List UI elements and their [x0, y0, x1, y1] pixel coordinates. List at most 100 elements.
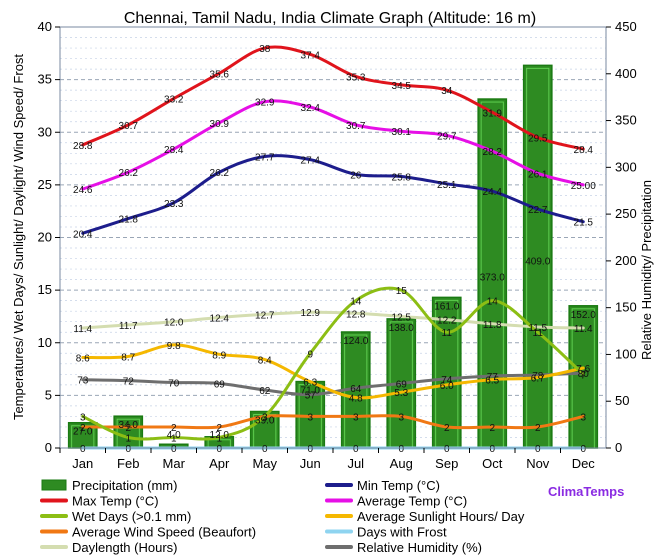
data-label: 8.6	[76, 353, 90, 364]
x-tick-label: Mar	[163, 456, 186, 471]
data-label: 11	[442, 328, 453, 339]
right-tick-label: 0	[615, 440, 622, 455]
left-tick-label: 25	[38, 177, 52, 192]
data-label: 2	[125, 423, 131, 434]
data-label: 0	[262, 444, 268, 455]
data-label: 2	[489, 423, 495, 434]
x-tick-label: Feb	[117, 456, 139, 471]
legend-label: Wet Days (>0.1 mm)	[72, 509, 191, 524]
right-tick-label: 350	[615, 113, 637, 128]
data-label: 28.8	[73, 141, 93, 152]
bar-value-label: 124.0	[343, 336, 368, 347]
data-label: 0	[580, 444, 586, 455]
series-line-5	[81, 414, 585, 430]
data-label: 11.4	[73, 324, 92, 335]
data-label: 72	[123, 377, 135, 388]
data-label: 12.5	[392, 312, 412, 323]
data-label: 6.7	[531, 373, 545, 384]
data-label: 3	[580, 412, 586, 423]
legend-label: Average Sunlight Hours/ Day	[357, 509, 525, 524]
series-line-0	[81, 45, 585, 151]
data-label: 5.3	[394, 388, 408, 399]
legend-label: Relative Humidity (%)	[357, 540, 482, 555]
data-label: 22.7	[528, 205, 548, 216]
data-label: 3	[262, 412, 268, 423]
data-label: 6.0	[440, 381, 454, 392]
bar-value-label: 138.0	[389, 323, 414, 334]
data-label: 32.4	[301, 103, 321, 114]
right-tick-label: 250	[615, 206, 637, 221]
legend-label: Daylength (Hours)	[72, 540, 178, 555]
left-axis-title: Temperatures/ Wet Days/ Sunlight/ Daylig…	[11, 54, 26, 420]
data-label: 11	[533, 328, 544, 339]
data-label: 3	[262, 412, 268, 423]
data-label: 24.6	[73, 185, 93, 196]
data-label: 12.9	[301, 308, 321, 319]
data-label: 7.6	[576, 364, 590, 375]
data-label: 11.5	[528, 323, 547, 334]
data-label: 21.8	[119, 215, 139, 226]
data-label: 0	[307, 444, 313, 455]
data-label: 70	[168, 379, 180, 390]
data-label: 0	[353, 444, 359, 455]
data-label: 26.2	[210, 168, 230, 179]
right-axis-title: Relative Humidity/ Precipitation	[639, 180, 654, 360]
bar-value-label: 71.0	[301, 386, 321, 397]
legend-label: Min Temp (°C)	[357, 478, 440, 493]
right-tick-label: 50	[615, 393, 629, 408]
legend: Precipitation (mm) Min Temp (°C) Max Temp …	[40, 478, 525, 555]
bar-value-label: 409.0	[525, 256, 550, 267]
data-label: 11.7	[119, 321, 138, 332]
data-label: 1	[171, 433, 177, 444]
data-label: 0	[489, 444, 495, 455]
x-tick-label: May	[252, 456, 277, 471]
data-label: 0	[398, 444, 404, 455]
left-tick-label: 5	[45, 387, 52, 402]
data-label: 26.1	[528, 169, 548, 180]
x-tick-label: Aug	[390, 456, 413, 471]
data-label: 21.5	[574, 218, 594, 229]
data-label: 37.4	[301, 50, 321, 61]
bar-value-label: 27.0	[73, 427, 93, 438]
data-label: 3	[80, 412, 86, 423]
data-label: 2	[80, 423, 86, 434]
bar-value-label: 12.0	[210, 430, 230, 441]
x-tick-label: Jul	[347, 456, 364, 471]
left-tick-label: 15	[38, 282, 52, 297]
data-label: 8.4	[258, 356, 272, 367]
data-label: 2	[216, 423, 222, 434]
bar-value-label: 161.0	[434, 301, 459, 312]
data-label: 25.00	[571, 181, 596, 192]
data-label: 3	[307, 412, 313, 423]
left-tick-label: 0	[45, 440, 52, 455]
data-label: 12.2	[437, 316, 457, 327]
bar-value-label: 373.0	[480, 272, 505, 283]
data-label: 7	[580, 370, 586, 381]
data-label: 15	[396, 286, 408, 297]
data-label: 0	[444, 444, 450, 455]
data-label: 35.3	[346, 72, 366, 83]
data-label: 6.5	[485, 376, 499, 387]
data-label: 3	[353, 412, 359, 423]
right-tick-label: 450	[615, 19, 637, 34]
right-tick-label: 100	[615, 346, 637, 361]
data-label: 2	[171, 423, 177, 434]
right-tick-label: 200	[615, 253, 637, 268]
data-label: 1	[125, 433, 131, 444]
brand-label[interactable]: ClimaTemps	[548, 484, 624, 499]
data-label: 33.2	[164, 95, 184, 106]
data-label: 30.1	[392, 127, 412, 138]
data-label: 78	[532, 371, 544, 382]
x-tick-label: Nov	[526, 456, 550, 471]
series-line-3	[81, 286, 585, 441]
right-tick-label: 150	[615, 300, 637, 315]
left-tick-label: 35	[38, 72, 52, 87]
data-label: 14	[350, 297, 362, 308]
data-label: 57	[305, 391, 317, 402]
bar-value-label: 152.0	[571, 310, 596, 321]
data-label: 30.9	[210, 119, 230, 130]
data-label: 12.0	[164, 318, 184, 329]
data-label: 0	[535, 444, 541, 455]
data-label: 0	[171, 444, 177, 455]
bar-value-label: 39.0	[255, 416, 275, 427]
